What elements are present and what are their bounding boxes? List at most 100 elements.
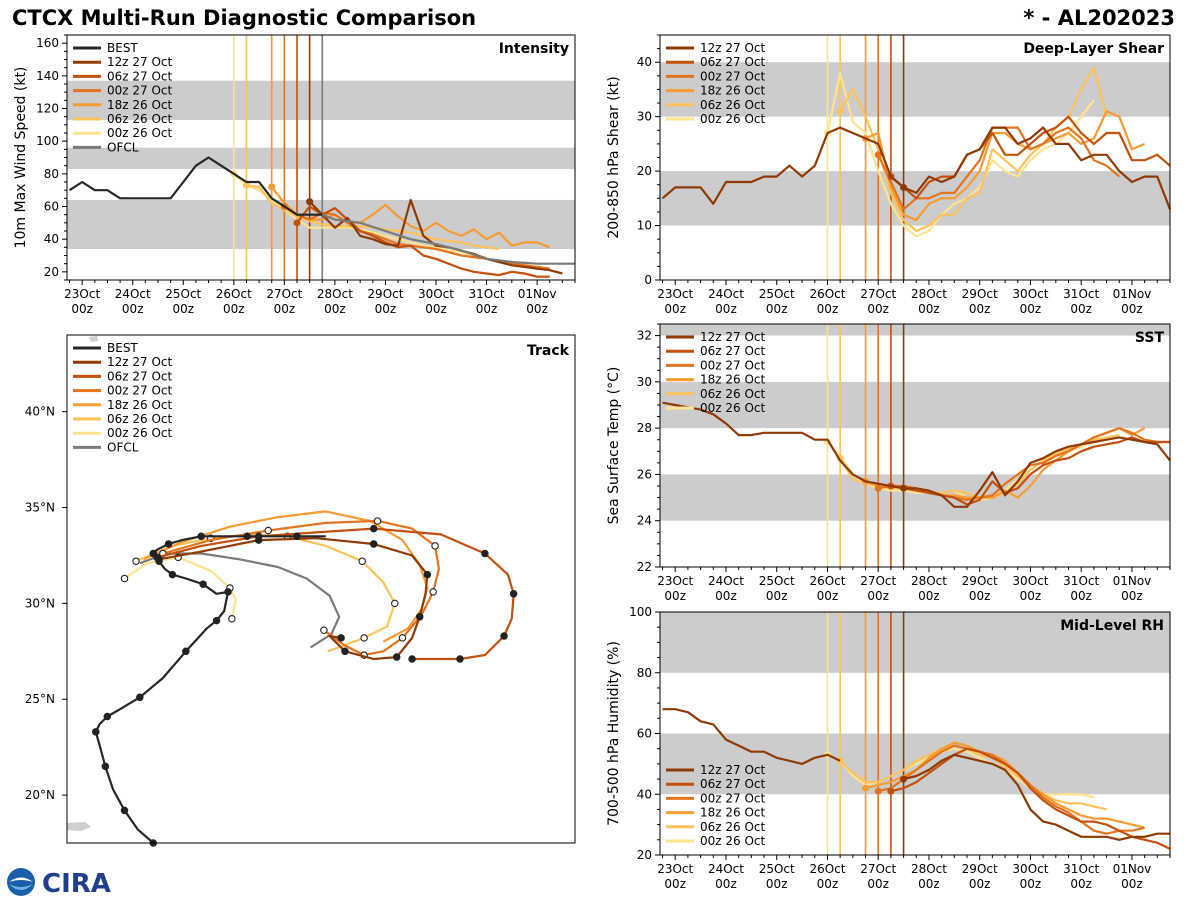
chart-rh-xtick-label: 00z [867, 877, 889, 891]
chart-intensity-xtick-label: 00z [425, 302, 447, 316]
chart-sst-xtick-label: 00z [766, 589, 788, 603]
chart-sst-series-12z-27-oct [903, 436, 1171, 508]
chart-intensity-title: Intensity [499, 41, 569, 57]
track-ytick-label: 20°N [25, 788, 55, 802]
chart-rh-series-12z-27-oct [903, 753, 1170, 841]
track-position-marker-12z-27-oct [423, 570, 432, 579]
chart-rh-xtick-label: 00z [1020, 877, 1042, 891]
chart-shear-legend-label-00z-26-oct: 00z 26 Oct [700, 112, 766, 126]
chart-intensity-xtick-label: 00z [223, 302, 245, 316]
chart-shear-xtick-label: 00z [969, 302, 991, 316]
chart-intensity-xtick-label: 00z [476, 302, 498, 316]
chart-shear-band [660, 62, 1170, 117]
chart-sst-series-early-run [662, 401, 904, 490]
chart-rh-legend-label-06z-26-oct: 06z 26 Oct [700, 820, 766, 834]
chart-shear-legend-label-06z-27-oct: 06z 27 Oct [700, 55, 766, 69]
sst-chart: 22242628303223Oct00z24Oct00z25Oct00z26Oc… [606, 323, 1171, 603]
chart-shear-xtick-label: 00z [867, 302, 889, 316]
chart-rh-legend-label-18z-26-oct: 18z 26 Oct [700, 806, 766, 820]
track-legend-label-00z-27-oct: 00z 27 Oct [107, 384, 173, 398]
track-legend-label-00z-26-oct: 00z 26 Oct [107, 426, 173, 440]
track-position-marker-best [243, 532, 251, 541]
chart-sst-xtick-label: 25Oct [759, 574, 795, 588]
noaa-globe-icon [7, 868, 35, 896]
chart-intensity-band [67, 80, 575, 120]
track-series-00z-27-oct [162, 519, 440, 657]
track-series-ofcl [139, 552, 341, 649]
track-position-marker-00z-26-oct [120, 574, 129, 583]
chart-sst-legend-label-00z-27-oct: 00z 27 Oct [700, 358, 766, 372]
chart-shear-xtick-label: 00z [715, 302, 737, 316]
chart-rh-xtick-label: 31Oct [1063, 862, 1099, 876]
chart-intensity-ytick-label: 60 [44, 200, 59, 214]
chart-sst-xtick-label: 30Oct [1012, 574, 1048, 588]
chart-shear-series-early-run [661, 126, 905, 205]
chart-shear-xtick-label: 01Nov [1113, 287, 1152, 301]
chart-sst-xtick-label: 00z [817, 589, 839, 603]
chart-intensity-xtick-label: 29Oct [367, 287, 403, 301]
chart-intensity-legend-label-00z-26-oct: 00z 26 Oct [107, 126, 173, 140]
chart-rh-xtick-label: 00z [664, 877, 686, 891]
chart-intensity-init-point-12z-27-oct [306, 198, 314, 206]
track-ytick-label: 25°N [25, 692, 55, 706]
chart-sst-xtick-label: 00z [867, 589, 889, 603]
chart-shear-series-18z-26-oct [865, 110, 1146, 222]
chart-sst-xtick-label: 00z [918, 589, 940, 603]
chart-sst-band [660, 381, 1170, 429]
chart-intensity-legend-label-18z-26-oct: 18z 26 Oct [107, 98, 173, 112]
chart-rh-init-point-12z-27-oct [900, 775, 908, 783]
track-position-marker-00z-27-oct [429, 588, 437, 596]
chart-sst-xtick-label: 01Nov [1113, 574, 1152, 588]
chart-intensity-ytick-label: 160 [36, 36, 59, 50]
chart-shear-xtick-label: 29Oct [962, 287, 998, 301]
chart-shear-xtick-label: 00z [1121, 302, 1143, 316]
chart-intensity-xtick-label: 00z [122, 302, 144, 316]
track-position-marker-06z-26-oct [391, 599, 399, 608]
chart-intensity-ytick-label: 20 [44, 265, 59, 279]
chart-intensity-init-point-06z-26-oct [242, 181, 250, 189]
noaa-gull-icon [9, 877, 33, 882]
chart-rh-ylabel: 700-500 hPa Humidity (%) [606, 641, 622, 826]
chart-sst-legend-label-18z-26-oct: 18z 26 Oct [700, 373, 766, 387]
chart-sst-xtick-label: 31Oct [1063, 574, 1099, 588]
chart-intensity-legend-label-00z-27-oct: 00z 27 Oct [107, 84, 173, 98]
chart-rh-series-00z-26-oct [827, 747, 1095, 799]
chart-intensity-series-12z-27-oct [308, 198, 563, 275]
chart-intensity-init-point-18z-26-oct [268, 183, 276, 191]
chart-intensity-ylabel: 10m Max Wind Speed (kt) [13, 67, 29, 249]
chart-rh-init-point-06z-27-oct [887, 787, 895, 795]
chart-shear-ytick-label: 40 [637, 55, 652, 69]
track-position-marker-best [212, 616, 221, 625]
track-position-marker-best [199, 580, 207, 588]
chart-shear-ytick-label: 30 [637, 110, 652, 124]
chart-sst-ylabel: Sea Surface Temp (°C) [606, 367, 622, 525]
chart-intensity-series-best [68, 156, 323, 216]
chart-intensity-xtick-label: 23Oct [64, 287, 100, 301]
chart-sst-xtick-label: 00z [969, 589, 991, 603]
chart-shear-xtick-label: 31Oct [1063, 287, 1099, 301]
chart-shear-xtick-label: 00z [664, 302, 686, 316]
chart-rh-legend-label-00z-27-oct: 00z 27 Oct [700, 791, 766, 805]
track-legend-label-06z-27-oct: 06z 27 Oct [107, 369, 173, 383]
chart-sst-legend-label-12z-27-oct: 12z 27 Oct [700, 330, 766, 344]
chart-rh-xtick-label: 24Oct [708, 862, 744, 876]
chart-rh-series-06z-27-oct [890, 747, 1171, 850]
chart-shear-xtick-label: 30Oct [1012, 287, 1048, 301]
track-series-best [94, 535, 326, 844]
track-position-marker-06z-27-oct [481, 549, 489, 558]
chart-intensity-ytick-label: 140 [36, 69, 59, 83]
track-position-marker-12z-27-oct [337, 634, 345, 642]
chart-intensity-series-06z-27-oct [296, 205, 550, 278]
chart-sst-xtick-label: 26Oct [809, 574, 845, 588]
chart-shear-xtick-label: 25Oct [759, 287, 795, 301]
chart-shear-init-point-00z-27-oct [874, 151, 882, 159]
track-position-marker-best [103, 712, 112, 721]
chart-sst-xtick-label: 24Oct [708, 574, 744, 588]
chart-intensity-ytick-label: 100 [36, 134, 59, 148]
chart-shear-title: Deep-Layer Shear [1023, 41, 1164, 57]
chart-rh-xtick-label: 30Oct [1012, 862, 1048, 876]
track-position-marker-best [120, 806, 129, 815]
chart-shear-xtick-label: 00z [766, 302, 788, 316]
chart-rh-xtick-label: 00z [715, 877, 737, 891]
chart-intensity-xtick-label: 28Oct [317, 287, 353, 301]
